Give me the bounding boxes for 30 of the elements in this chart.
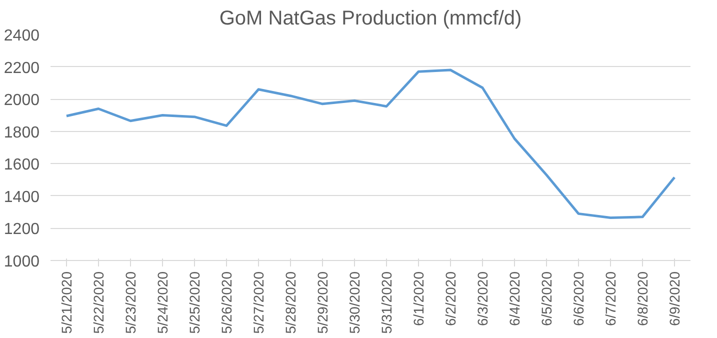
y-tick-label: 2000 bbox=[4, 92, 40, 110]
x-tick-label: 6/9/2020 bbox=[666, 271, 682, 326]
x-tick-label: 6/1/2020 bbox=[410, 271, 426, 326]
line-series bbox=[65, 68, 676, 219]
chart-title: GoM NatGas Production (mmcf/d) bbox=[219, 8, 522, 30]
y-tick-label: 1600 bbox=[4, 156, 40, 174]
x-tick-label: 6/3/2020 bbox=[474, 271, 490, 326]
x-tick-label: 6/8/2020 bbox=[634, 271, 650, 326]
y-tick-label: 2200 bbox=[4, 60, 40, 77]
x-tick-label: 6/5/2020 bbox=[538, 271, 554, 326]
x-tick-label: 5/22/2020 bbox=[90, 271, 106, 334]
y-tick-label: 1200 bbox=[4, 221, 40, 238]
x-tick-label: 6/7/2020 bbox=[602, 271, 618, 326]
y-tick-label: 1000 bbox=[4, 254, 40, 270]
y-tick-label: 2400 bbox=[4, 28, 40, 44]
x-tick-label: 6/4/2020 bbox=[506, 271, 522, 326]
x-tick-label: 5/31/2020 bbox=[378, 271, 394, 334]
x-tick-label: 5/26/2020 bbox=[218, 271, 234, 334]
y-tick-label: 1400 bbox=[4, 188, 40, 206]
x-tick-label: 5/25/2020 bbox=[186, 271, 202, 334]
x-tick-label: 5/29/2020 bbox=[314, 271, 330, 334]
x-tick-label: 5/27/2020 bbox=[250, 271, 266, 334]
x-tick-label: 6/6/2020 bbox=[570, 271, 586, 326]
x-tick-label: 5/24/2020 bbox=[154, 271, 170, 334]
x-tick-label: 6/2/2020 bbox=[442, 271, 458, 326]
x-tick-label: 5/23/2020 bbox=[122, 271, 138, 334]
y-tick-label: 1800 bbox=[4, 124, 40, 142]
x-tick-label: 5/28/2020 bbox=[282, 271, 298, 334]
x-tick-label: 5/21/2020 bbox=[58, 271, 74, 334]
x-tick-label: 5/30/2020 bbox=[346, 271, 362, 334]
